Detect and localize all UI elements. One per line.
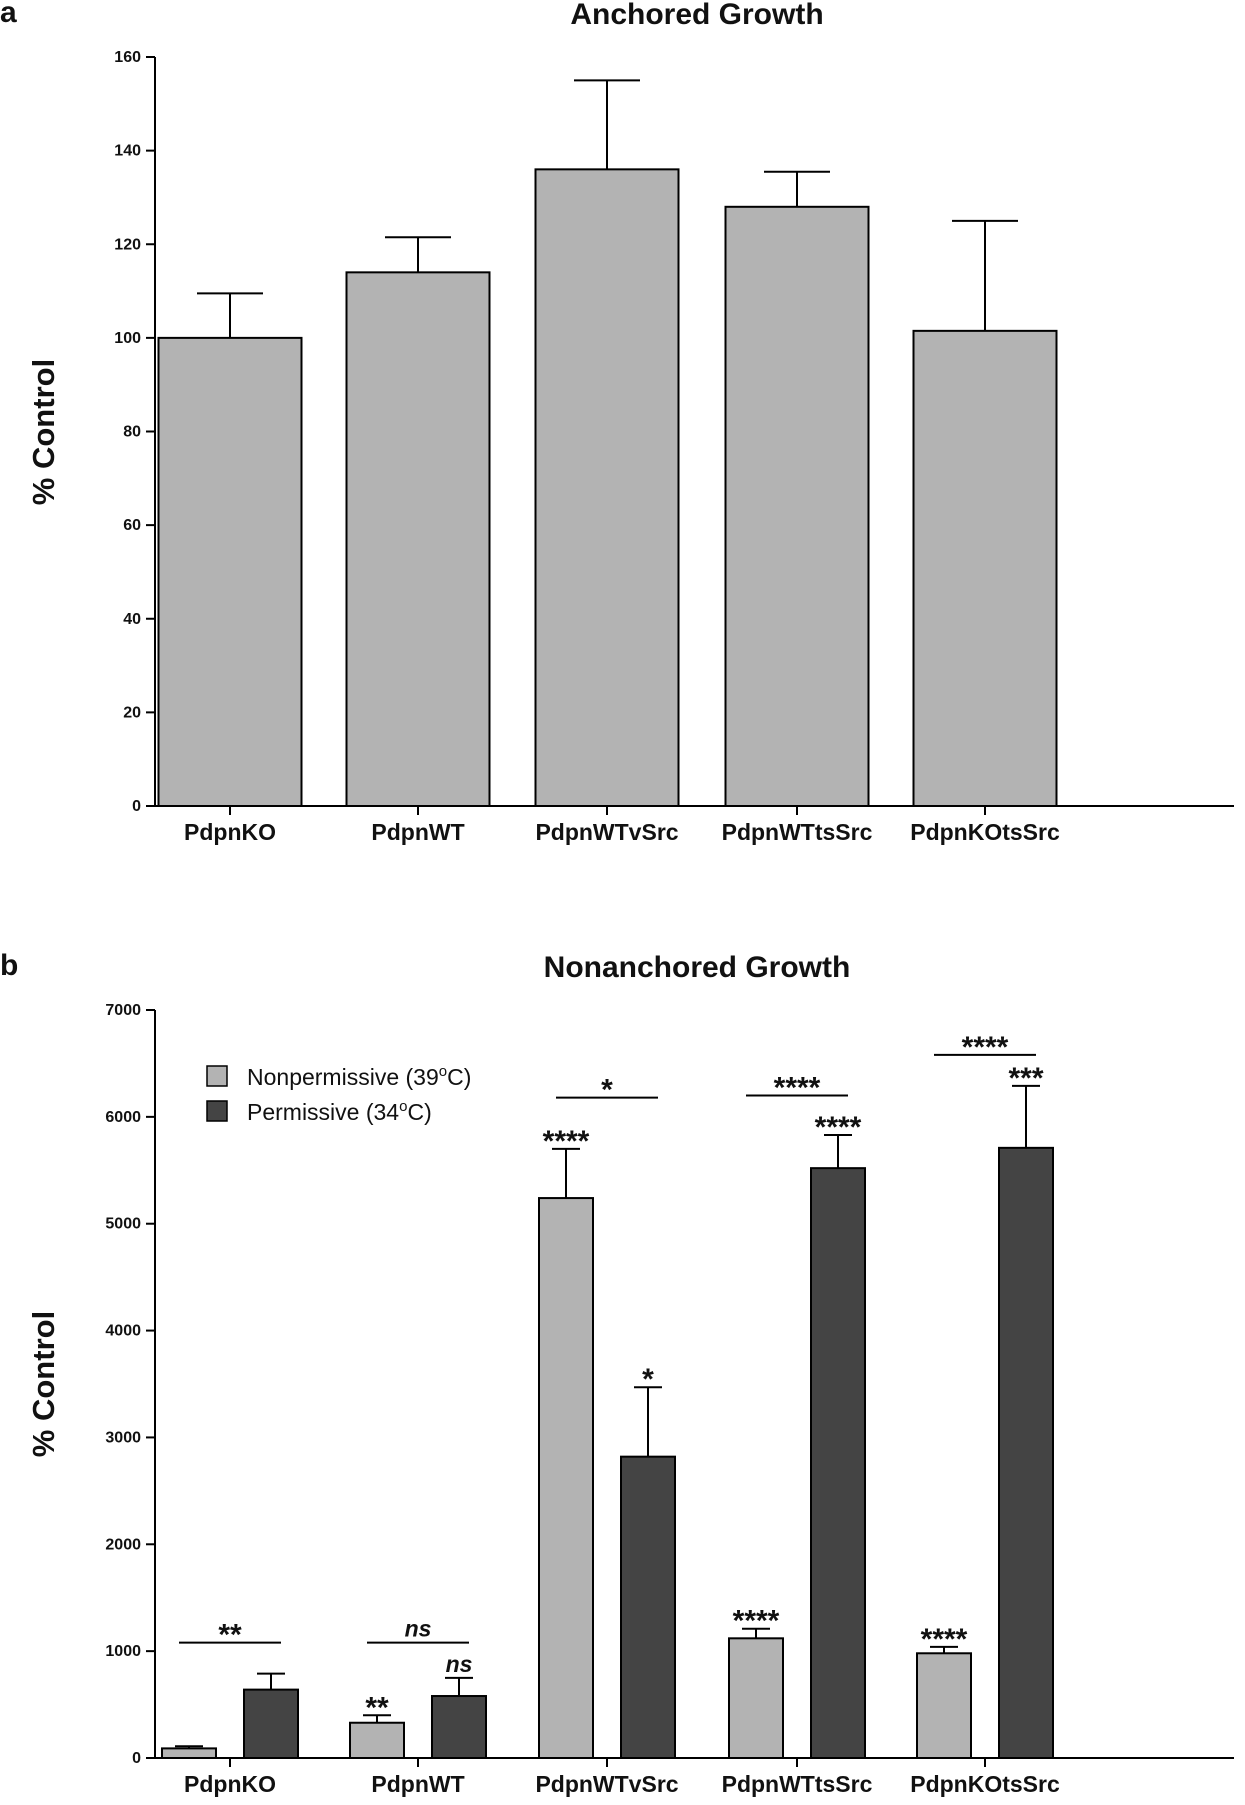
panel-a-chart: a Anchored Growth % Control 0 20 40 60 80 100…	[0, 0, 1234, 845]
significance-pdpnwt-nonpermissive: **	[365, 1691, 389, 1724]
significance-pdpnwt-permissive: ns	[446, 1651, 473, 1677]
panel-a-y-tick-label-60: 60	[123, 517, 141, 534]
panel-b-x-tick-label-pdpnwtvsrc: PdpnWTvSrc	[535, 1771, 678, 1797]
panel-b-bar-pdpnkotssrc-permissive	[998, 1146, 1054, 1759]
comparison-pdpnwtvsrc-label: *	[601, 1074, 613, 1107]
panel-b-y-tick-label-3000: 3000	[105, 1429, 141, 1446]
panel-b-bar-pdpnko-permissive	[243, 1688, 299, 1760]
panel-a-bar-pdpnko	[157, 336, 303, 807]
panel-b-y-tick-label-4000: 4000	[105, 1323, 141, 1340]
significance-pdpnwtvsrc-nonpermissive: ****	[543, 1125, 590, 1158]
panel-b-bar-pdpnwtvsrc-nonpermissive	[538, 1197, 594, 1760]
panel-b-bar-pdpnwttssrc-permissive	[810, 1167, 866, 1759]
panel-a-x-tick-label-pdpnwt: PdpnWT	[371, 819, 464, 845]
panel-a-bar-pdpnwttssrc	[724, 205, 870, 808]
panel-a-y-tick-label-160: 160	[114, 49, 141, 66]
legend-label-nonpermissive: Nonpermissive (39oC)	[247, 1063, 471, 1090]
panel-a-letter: a	[0, 0, 17, 29]
comparison-pdpnkotssrc-label: ****	[962, 1031, 1009, 1064]
legend-swatch-permissive	[206, 1100, 228, 1122]
significance-pdpnwttssrc-permissive: ****	[815, 1111, 862, 1144]
panel-a-bar-pdpnwtvsrc	[534, 168, 680, 808]
panel-b-y-tick-label-5000: 5000	[105, 1216, 141, 1233]
panel-a-y-tick-label-20: 20	[123, 704, 141, 721]
panel-b-y-tick-label-6000: 6000	[105, 1109, 141, 1126]
panel-a-y-tick-label-40: 40	[123, 611, 141, 628]
legend-item-nonpermissive: Nonpermissive (39oC)	[206, 1063, 471, 1090]
panel-a-bar-pdpnkotssrc	[912, 329, 1058, 807]
panel-b-title: Nonanchored Growth	[544, 951, 851, 984]
panel-b-bar-pdpnkotssrc-nonpermissive	[916, 1652, 972, 1760]
panel-b-x-tick-label-pdpnko: PdpnKO	[184, 1771, 276, 1797]
panel-b-bar-pdpnwt-permissive	[431, 1695, 487, 1759]
panel-b-bar-pdpnwttssrc-nonpermissive	[728, 1637, 784, 1759]
panel-a-y-axis-label: % Control	[26, 359, 61, 505]
panel-b-y-tick-label-1000: 1000	[105, 1643, 141, 1660]
panel-b-y-tick-label-0: 0	[132, 1750, 141, 1767]
panel-b-y-axis-label: % Control	[26, 1311, 61, 1457]
panel-b-x-tick-label-pdpnwttssrc: PdpnWTtsSrc	[722, 1771, 873, 1797]
panel-a-x-tick-label-pdpnko: PdpnKO	[184, 819, 276, 845]
comparison-pdpnwttssrc-label: ****	[774, 1071, 821, 1104]
panel-b-x-tick-label-pdpnwt: PdpnWT	[371, 1771, 464, 1797]
panel-b-x-tick-label-pdpnkotssrc: PdpnKOtsSrc	[910, 1771, 1060, 1797]
legend: Nonpermissive (39oC) Permissive (34oC)	[206, 1063, 471, 1125]
panel-a-y-tick-label-100: 100	[114, 330, 141, 347]
significance-pdpnkotssrc-permissive: ***	[1008, 1062, 1043, 1095]
panel-a-y-tick-label-140: 140	[114, 143, 141, 160]
panel-b-bar-pdpnwt-nonpermissive	[349, 1721, 405, 1760]
significance-pdpnkotssrc-nonpermissive: ****	[921, 1623, 968, 1656]
panel-a-x-tick-label-pdpnkotssrc: PdpnKOtsSrc	[910, 819, 1060, 845]
panel-b-bar-pdpnko-nonpermissive	[161, 1747, 217, 1759]
significance-pdpnwttssrc-nonpermissive: ****	[733, 1605, 780, 1638]
comparison-pdpnwt-label: ns	[405, 1616, 432, 1642]
significance-pdpnwtvsrc-permissive: *	[642, 1363, 654, 1396]
panel-a-y-tick-label-0: 0	[132, 798, 141, 815]
panel-b-bar-pdpnwtvsrc-permissive	[620, 1455, 676, 1759]
legend-label-permissive: Permissive (34oC)	[247, 1098, 432, 1125]
panel-b-y-tick-label-7000: 7000	[105, 1002, 141, 1019]
panel-a-x-tick-label-pdpnwtvsrc: PdpnWTvSrc	[535, 819, 678, 845]
panel-b-y-tick-label-2000: 2000	[105, 1536, 141, 1553]
panel-a-y-tick-label-120: 120	[114, 236, 141, 253]
comparison-pdpnko-label: **	[218, 1619, 242, 1652]
panel-b-letter: b	[0, 949, 18, 982]
panel-a-bar-pdpnwt	[345, 271, 491, 807]
panel-b-chart: b Nonanchored Growth % Control 0 1000 2000…	[0, 949, 1234, 1797]
panel-a-title: Anchored Growth	[570, 0, 823, 31]
panel-a-y-tick-label-80: 80	[123, 424, 141, 441]
legend-item-permissive: Permissive (34oC)	[206, 1098, 432, 1125]
panel-a-x-tick-label-pdpnwttssrc: PdpnWTtsSrc	[722, 819, 873, 845]
legend-swatch-nonpermissive	[206, 1065, 228, 1087]
